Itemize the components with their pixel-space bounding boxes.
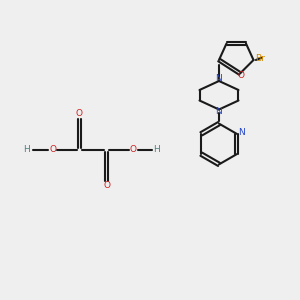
Text: O: O <box>103 182 110 190</box>
Text: N: N <box>238 128 244 137</box>
Text: H: H <box>153 146 159 154</box>
Text: O: O <box>49 146 56 154</box>
Text: H: H <box>24 146 30 154</box>
Text: N: N <box>216 74 222 83</box>
Text: O: O <box>237 70 244 80</box>
Text: O: O <box>76 110 83 118</box>
Text: O: O <box>130 146 137 154</box>
Text: N: N <box>216 107 222 116</box>
Text: Br: Br <box>255 54 265 63</box>
